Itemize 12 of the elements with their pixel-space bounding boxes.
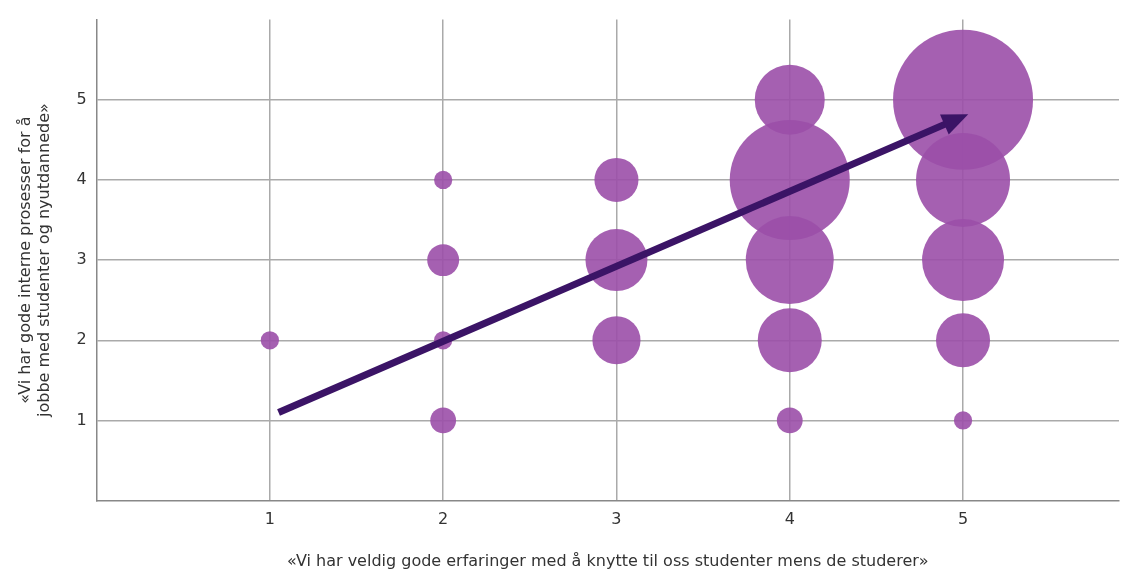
y-tick-label: 2 — [76, 329, 87, 349]
y-axis-title: «Vi har gode interne prosesser for å jobbe med studenter og nyutdannede» — [14, 103, 53, 418]
y-tick-label: 4 — [76, 169, 87, 189]
x-axis-title: «Vi har veldig gode erfaringer med å knytte til oss studenter mens de studerer» — [286, 550, 929, 570]
x-tick-label: 4 — [784, 509, 795, 529]
x-tick-label: 1 — [264, 509, 275, 529]
y-tick-label: 5 — [76, 88, 87, 108]
y-tick-label: 1 — [76, 409, 87, 429]
x-tick-label: 5 — [957, 509, 969, 529]
y-tick-label: 3 — [76, 249, 87, 269]
x-tick-label: 3 — [611, 509, 622, 529]
x-tick-label: 2 — [438, 509, 449, 529]
